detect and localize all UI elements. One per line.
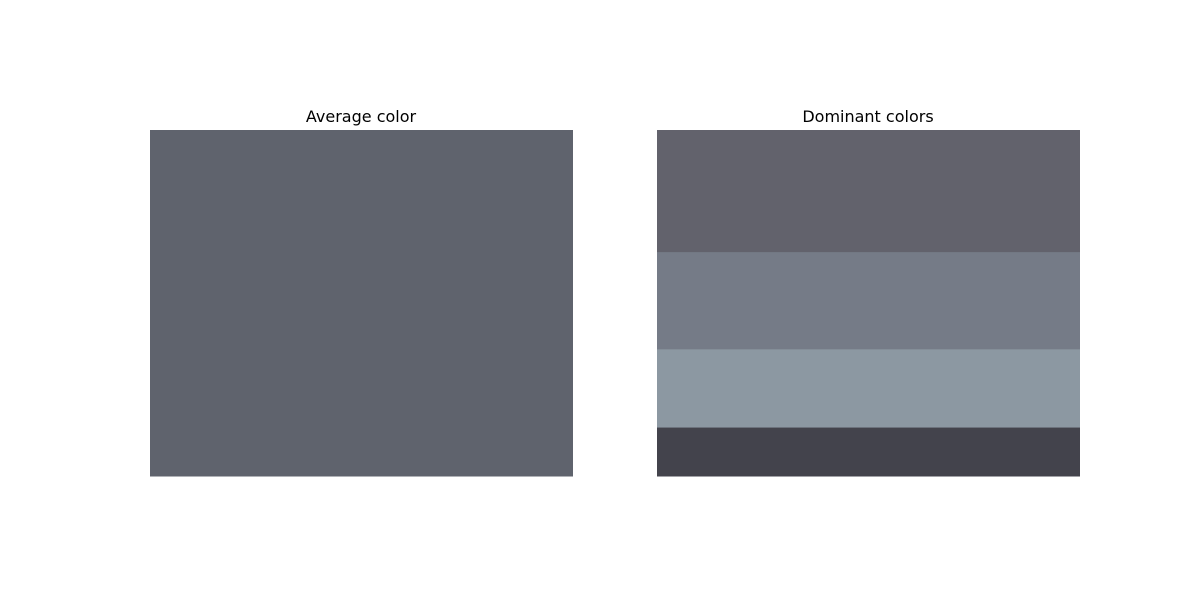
average-color-title: Average color [306, 107, 417, 126]
average-color-swatch-1 [150, 130, 573, 477]
dominant-color-swatch-2 [657, 252, 1080, 350]
average-color-panel: Average color [150, 107, 573, 477]
dominant-color-swatch-4 [657, 427, 1080, 477]
dominant-color-swatch-1 [657, 130, 1080, 253]
dominant-colors-panel: Dominant colors [657, 107, 1080, 477]
dominant-colors-title: Dominant colors [802, 107, 933, 126]
average-color-swatches [150, 130, 573, 477]
dominant-color-swatch-3 [657, 349, 1080, 429]
dominant-colors-swatches [657, 130, 1080, 477]
